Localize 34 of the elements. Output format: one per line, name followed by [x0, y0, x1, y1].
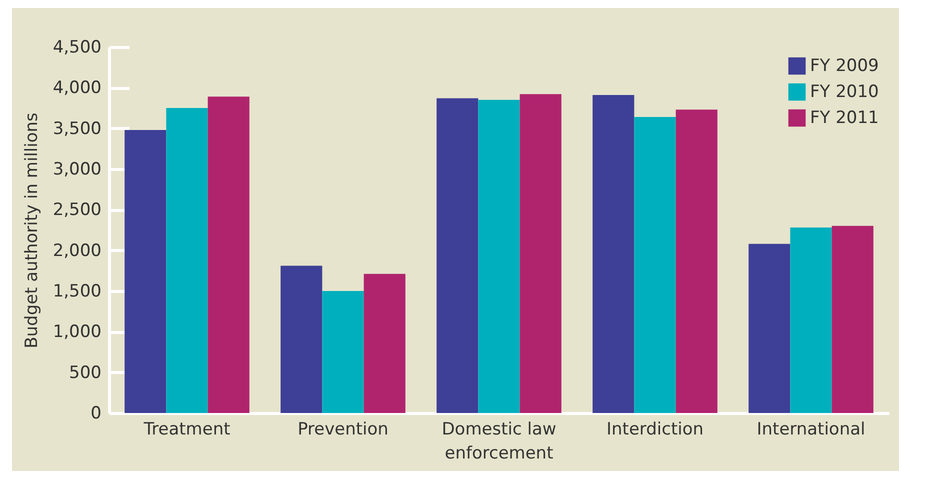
x-tick-label: Interdiction — [606, 420, 704, 440]
legend-label: FY 2009 — [810, 56, 879, 76]
bar — [322, 291, 364, 413]
y-tick-label: 3,000 — [52, 160, 102, 180]
bar — [208, 96, 250, 413]
y-tick-label: 4,000 — [52, 78, 102, 98]
y-tick-label: 2,000 — [52, 240, 102, 261]
bar — [124, 130, 166, 413]
y-tick-label: 0 — [90, 404, 102, 424]
x-tick-label: Treatment — [142, 420, 231, 440]
bar — [166, 108, 208, 413]
bar — [592, 94, 634, 413]
y-tick-label: 1,000 — [52, 322, 102, 342]
bar — [280, 266, 322, 413]
bar — [436, 98, 478, 413]
y-axis-title: Budget authority in millions — [22, 112, 42, 348]
bar — [364, 274, 406, 413]
y-tick-label: 2,500 — [52, 200, 102, 220]
y-tick-label: 4,500 — [52, 38, 102, 58]
bar — [676, 110, 718, 413]
y-tick-label: 3,500 — [52, 118, 102, 139]
x-tick-label: Prevention — [298, 420, 388, 440]
legend-label: FY 2010 — [810, 82, 879, 102]
x-tick-label: Domestic law enforcement — [442, 420, 556, 464]
bar — [790, 228, 832, 413]
y-tick-label: 500 — [69, 362, 102, 383]
x-tick-label: International — [756, 420, 866, 440]
bar — [478, 100, 520, 413]
bar — [520, 94, 562, 413]
bar — [634, 116, 676, 413]
legend-label: FY 2011 — [810, 108, 879, 128]
bar — [748, 244, 790, 413]
bar — [832, 226, 874, 413]
y-tick-label: 1,500 — [52, 282, 102, 302]
